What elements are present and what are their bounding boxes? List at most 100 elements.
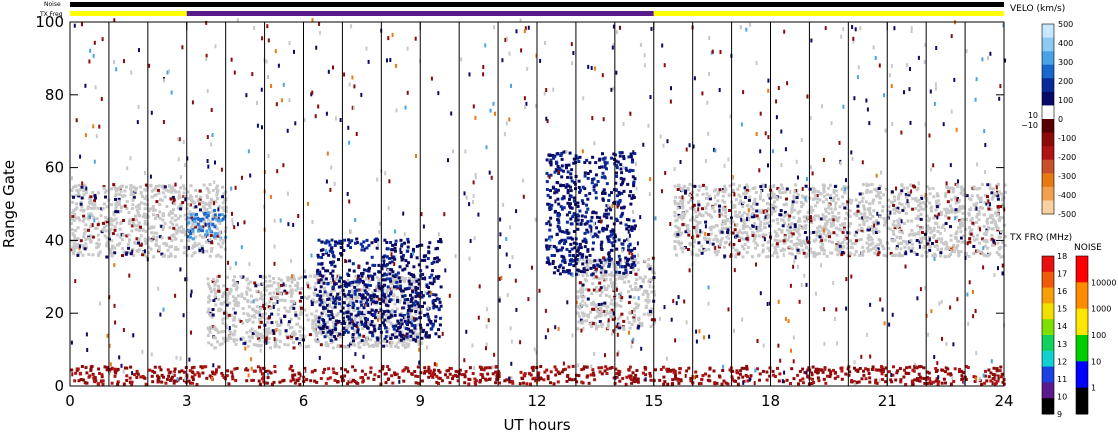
data-cell <box>473 381 477 384</box>
data-cell <box>161 212 165 216</box>
data-cell <box>192 237 195 241</box>
data-cell <box>88 225 92 228</box>
data-cell <box>600 302 604 306</box>
data-cell <box>415 294 419 298</box>
data-cell <box>212 278 216 281</box>
data-cell <box>327 240 331 244</box>
data-cell <box>508 376 512 380</box>
data-cell <box>272 281 276 285</box>
data-cell <box>549 381 552 385</box>
data-cell <box>135 218 139 222</box>
data-cell <box>946 372 950 376</box>
data-cell <box>898 251 902 255</box>
data-cell <box>350 326 354 330</box>
data-cell <box>990 197 994 201</box>
data-cell <box>359 312 363 316</box>
data-cell <box>951 190 955 194</box>
data-cell <box>402 340 406 344</box>
data-cell <box>836 219 840 223</box>
data-cell <box>267 370 271 374</box>
data-cell <box>748 195 752 199</box>
data-cell <box>380 267 384 271</box>
data-cell <box>600 325 604 329</box>
data-cell <box>172 235 176 239</box>
data-cell <box>804 226 808 230</box>
data-cell <box>750 205 753 208</box>
data-cell <box>945 211 949 215</box>
data-cell <box>856 228 860 232</box>
data-cell <box>878 191 882 195</box>
data-cell <box>174 228 178 232</box>
data-cell <box>865 219 869 223</box>
data-cell <box>715 237 719 241</box>
data-cell <box>116 380 120 384</box>
data-cell <box>414 285 418 289</box>
data-cell <box>394 239 398 243</box>
data-cell <box>371 344 374 347</box>
data-cell <box>859 212 863 216</box>
data-cell <box>323 301 326 305</box>
data-cell <box>955 230 959 234</box>
data-cell <box>578 302 582 306</box>
data-cell <box>360 339 364 343</box>
data-cell <box>154 217 157 220</box>
data-cell <box>775 232 779 236</box>
data-cell <box>585 279 589 283</box>
data-cell <box>189 184 193 188</box>
data-cell <box>250 336 254 340</box>
data-cell <box>880 368 884 372</box>
data-cell <box>935 199 938 203</box>
data-cell <box>586 267 589 271</box>
data-cell <box>832 188 836 192</box>
data-cell <box>360 320 364 324</box>
data-cell <box>375 295 379 299</box>
data-cell <box>966 366 970 369</box>
data-cell <box>249 329 252 333</box>
data-cell <box>874 378 878 382</box>
data-cell <box>259 291 263 295</box>
data-cell <box>395 285 399 289</box>
data-cell <box>191 232 195 236</box>
data-cell <box>313 293 317 297</box>
data-cell <box>103 365 107 369</box>
data-cell <box>112 213 116 217</box>
data-cell <box>183 213 187 217</box>
data-cell <box>364 301 368 305</box>
data-cell <box>365 261 369 265</box>
data-cell <box>590 302 593 306</box>
data-cell <box>439 238 442 241</box>
data-cell <box>80 196 84 200</box>
data-cell <box>797 217 801 220</box>
data-cell <box>595 327 598 331</box>
data-cell <box>331 285 335 289</box>
data-cell <box>896 369 900 373</box>
data-cell <box>79 239 83 243</box>
data-cell <box>958 367 961 371</box>
data-cell <box>115 201 119 205</box>
data-cell <box>405 335 409 339</box>
data-cell <box>937 199 941 203</box>
data-cell <box>402 306 406 310</box>
data-cell <box>232 323 235 327</box>
data-cell <box>104 195 107 199</box>
data-cell <box>604 277 608 281</box>
data-cell <box>824 210 828 213</box>
data-cell <box>935 368 939 372</box>
data-cell <box>393 257 397 261</box>
data-cell <box>793 223 797 227</box>
data-cell <box>586 315 590 319</box>
data-cell <box>154 185 158 188</box>
data-cell <box>290 335 294 339</box>
data-cell <box>132 185 136 189</box>
data-cell <box>135 224 139 228</box>
data-cell <box>329 310 333 314</box>
data-cell <box>937 202 941 206</box>
data-cell <box>699 213 703 217</box>
data-cell <box>996 241 1000 245</box>
data-cell <box>735 234 739 238</box>
data-cell <box>208 330 212 334</box>
data-cell <box>644 299 648 302</box>
data-cell <box>281 298 285 302</box>
data-cell <box>333 244 337 247</box>
data-cell <box>101 382 105 386</box>
